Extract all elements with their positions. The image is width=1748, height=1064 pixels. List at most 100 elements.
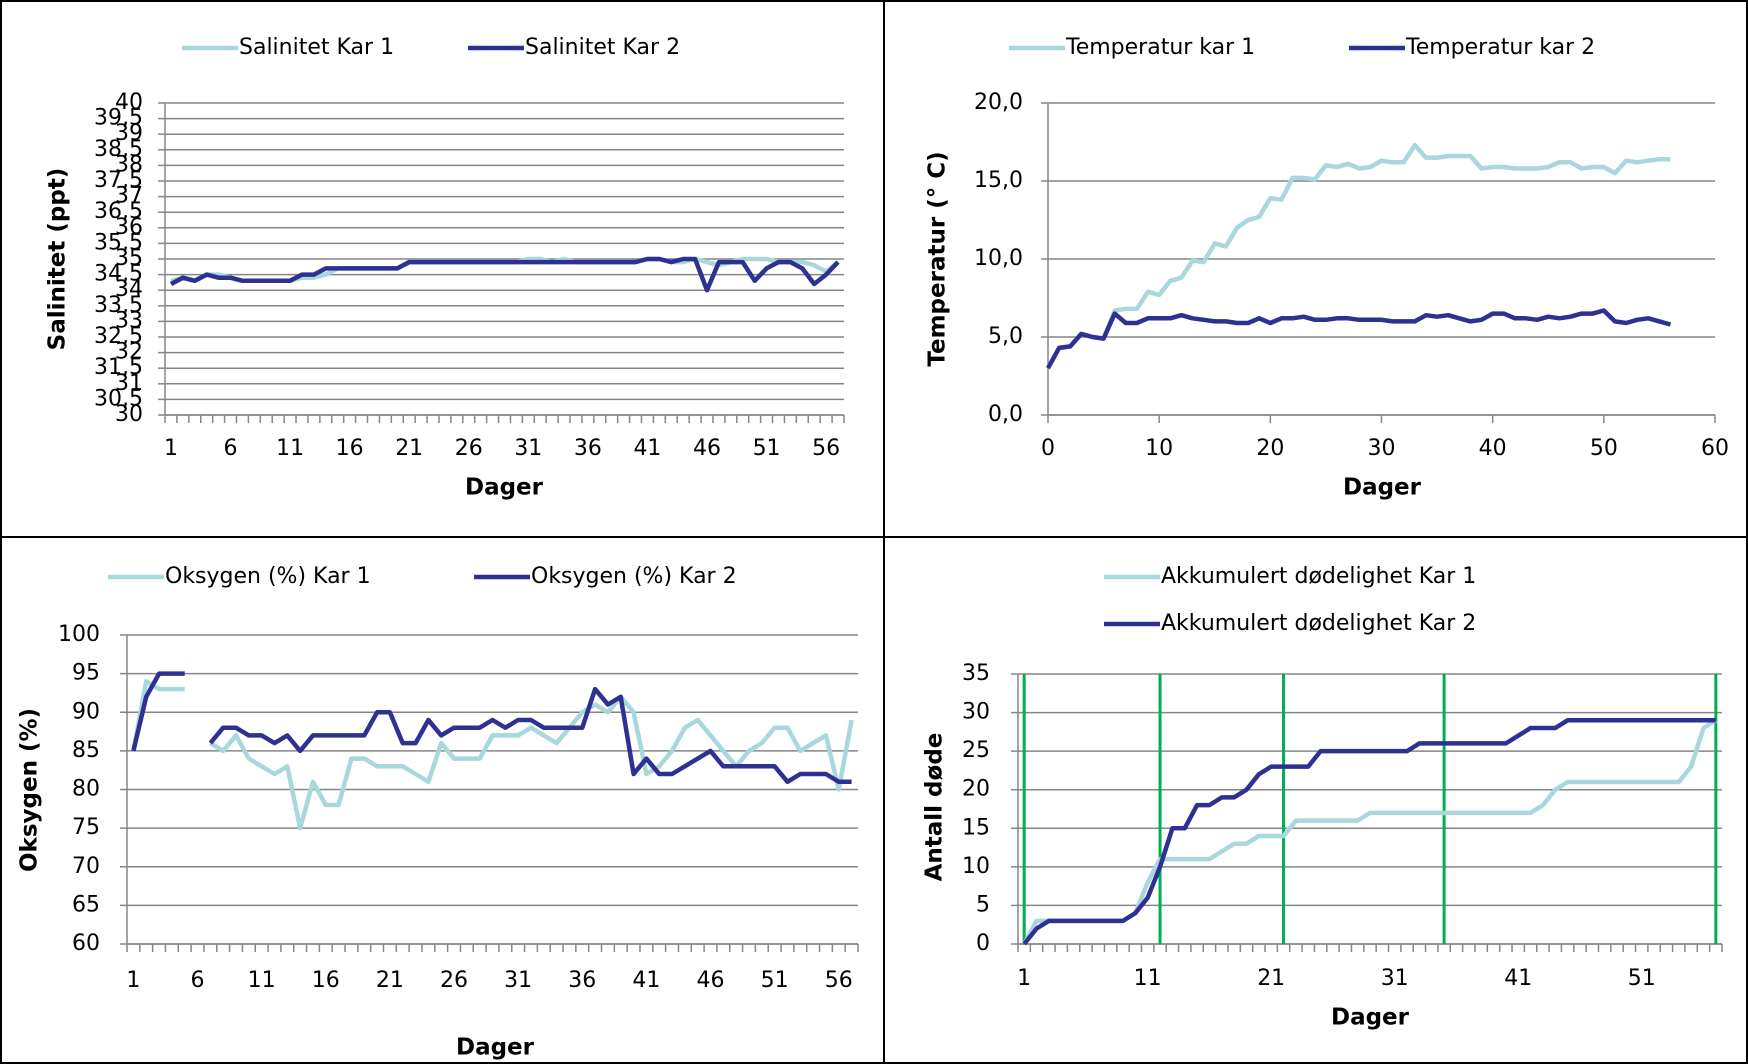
- y-tick-label: 39,5: [94, 106, 143, 131]
- y-tick-label: 95: [72, 661, 100, 686]
- y-tick-label: 15,0: [974, 168, 1023, 193]
- y-axis-title: Temperatur (° C): [925, 151, 951, 366]
- x-tick-label: 56: [812, 436, 840, 461]
- series-line: [131, 671, 852, 785]
- y-tick-label: 20: [962, 777, 990, 802]
- x-tick-label: 26: [455, 436, 483, 461]
- x-tick-label: 21: [395, 436, 423, 461]
- y-tick-label: 80: [72, 777, 100, 802]
- y-tick-label: 37,5: [94, 168, 143, 193]
- y-tick-label: 0: [976, 931, 990, 956]
- y-tick-label: 35,5: [94, 230, 143, 255]
- x-tick-label: 41: [1504, 966, 1532, 991]
- legend-label: Temperatur kar 2: [1405, 35, 1595, 60]
- x-tick-label: 10: [1145, 436, 1173, 461]
- x-tick-label: 6: [191, 968, 205, 993]
- y-tick-label: 85: [72, 738, 100, 763]
- x-tick-label: 16: [336, 436, 364, 461]
- x-tick-label: 41: [633, 436, 661, 461]
- x-tick-label: 21: [1257, 966, 1285, 991]
- x-tick-label: 11: [248, 968, 276, 993]
- x-tick-label: 46: [697, 968, 725, 993]
- series-line: [131, 679, 854, 831]
- x-axis-title: Dager: [465, 475, 544, 501]
- x-tick-label: 30: [1368, 436, 1396, 461]
- y-tick-label: 30,5: [94, 386, 143, 411]
- y-tick-label: 37: [115, 184, 143, 209]
- x-axis-title: Dager: [456, 1035, 535, 1061]
- y-tick-label: 36,5: [94, 199, 143, 224]
- y-tick-label: 38,5: [94, 137, 143, 162]
- x-tick-label: 26: [440, 968, 468, 993]
- series-line: [1046, 308, 1672, 370]
- y-tick-label: 30: [962, 700, 990, 725]
- x-tick-label: 51: [753, 436, 781, 461]
- y-tick-label: 30: [115, 402, 143, 427]
- y-tick-label: 40: [115, 90, 143, 115]
- x-tick-label: 11: [1134, 966, 1162, 991]
- y-tick-label: 20,0: [974, 90, 1023, 115]
- x-tick-label: 41: [632, 968, 660, 993]
- x-axis-title: Dager: [1331, 1005, 1410, 1031]
- y-axis-title: Antall døde: [922, 733, 948, 882]
- y-tick-label: 10,0: [974, 246, 1023, 271]
- legend-label: Temperatur kar 1: [1065, 35, 1255, 60]
- x-tick-label: 51: [761, 968, 789, 993]
- y-tick-label: 34,5: [94, 262, 143, 287]
- y-tick-label: 60: [72, 931, 100, 956]
- x-tick-label: 1: [164, 436, 178, 461]
- legend-label: Salinitet Kar 2: [525, 35, 680, 60]
- legend-label: Salinitet Kar 1: [239, 35, 394, 60]
- y-tick-label: 31,5: [94, 355, 143, 380]
- y-tick-label: 70: [72, 854, 100, 879]
- y-tick-label: 75: [72, 815, 100, 840]
- series-line: [1022, 718, 1716, 946]
- x-tick-label: 51: [1628, 966, 1656, 991]
- y-tick-label: 5,0: [988, 324, 1023, 349]
- x-tick-label: 50: [1590, 436, 1618, 461]
- x-tick-label: 1: [1017, 966, 1031, 991]
- x-tick-label: 36: [574, 436, 602, 461]
- series-line: [1022, 718, 1717, 946]
- y-tick-label: 32: [115, 340, 143, 365]
- y-tick-label: 5: [976, 892, 990, 917]
- x-tick-label: 31: [504, 968, 532, 993]
- x-tick-label: 20: [1256, 436, 1284, 461]
- series-line: [1046, 142, 1671, 370]
- x-tick-label: 31: [1381, 966, 1409, 991]
- y-tick-label: 31: [115, 371, 143, 396]
- y-axis-title: Salinitet (ppt): [45, 168, 71, 351]
- y-tick-label: 65: [72, 892, 100, 917]
- x-tick-label: 36: [568, 968, 596, 993]
- legend-label: Akkumulert dødelighet Kar 2: [1161, 611, 1476, 636]
- legend-label: Oksygen (%) Kar 2: [531, 564, 737, 589]
- x-tick-label: 46: [693, 436, 721, 461]
- y-tick-label: 35: [962, 661, 990, 686]
- y-tick-label: 15: [962, 815, 990, 840]
- x-tick-label: 1: [126, 968, 140, 993]
- y-tick-label: 90: [72, 699, 100, 724]
- x-tick-label: 16: [312, 968, 340, 993]
- x-tick-label: 21: [376, 968, 404, 993]
- y-tick-label: 25: [962, 738, 990, 763]
- y-axis-title: Oksygen (%): [17, 708, 43, 872]
- y-tick-label: 100: [58, 622, 100, 647]
- x-tick-label: 0: [1041, 436, 1055, 461]
- y-tick-label: 39: [115, 121, 143, 146]
- y-tick-label: 0,0: [988, 402, 1023, 427]
- y-tick-label: 38: [115, 152, 143, 177]
- x-tick-label: 6: [224, 436, 238, 461]
- x-axis-title: Dager: [1343, 475, 1422, 501]
- legend-label: Akkumulert dødelighet Kar 1: [1161, 564, 1476, 589]
- y-tick-label: 33: [115, 308, 143, 333]
- x-tick-label: 11: [276, 436, 304, 461]
- y-tick-label: 35: [115, 246, 143, 271]
- y-tick-label: 32,5: [94, 324, 143, 349]
- x-tick-label: 56: [825, 968, 853, 993]
- y-tick-label: 36: [115, 215, 143, 240]
- y-tick-label: 34: [115, 277, 143, 302]
- legend-label: Oksygen (%) Kar 1: [165, 564, 371, 589]
